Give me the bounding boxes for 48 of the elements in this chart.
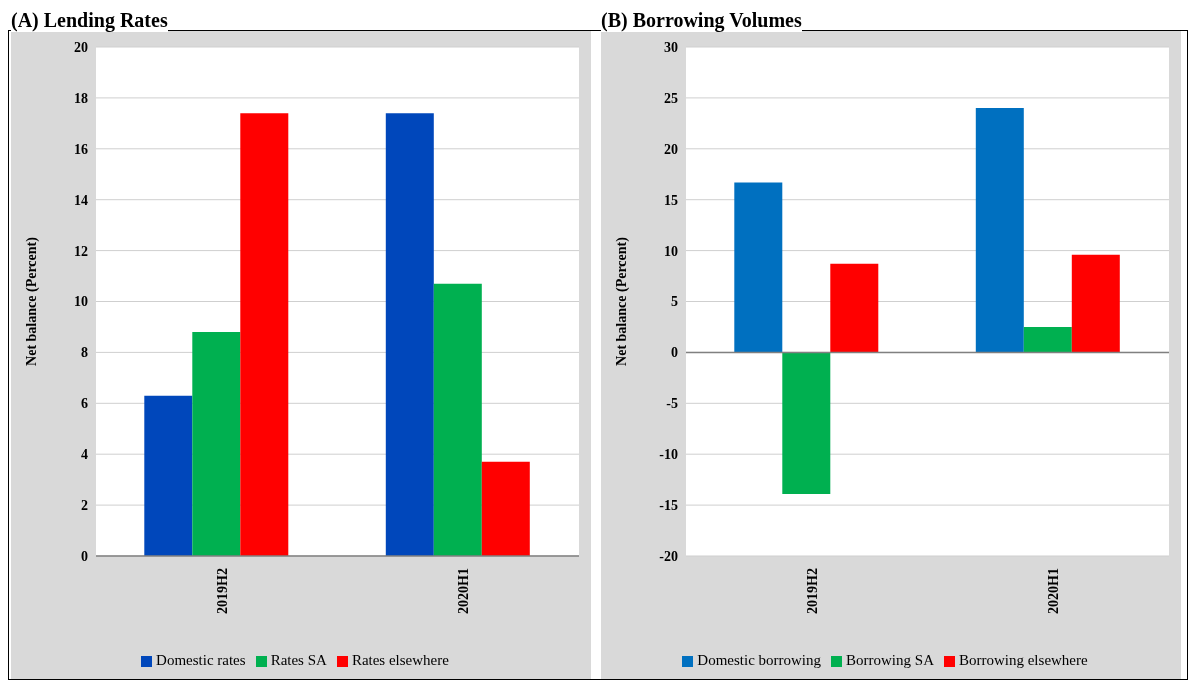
bar: [734, 182, 783, 353]
y-tick-label: 5: [671, 294, 678, 310]
bar: [385, 113, 434, 556]
bar: [192, 332, 241, 556]
y-tick-label: 4: [81, 447, 88, 463]
y-tick-label: 15: [664, 192, 678, 208]
y-tick-label: 10: [664, 243, 678, 259]
y-axis-title: Net balance (Percent): [613, 236, 630, 366]
y-tick-label: 20: [74, 39, 88, 55]
legend-label: Rates SA: [270, 652, 327, 668]
y-tick-label: 12: [74, 243, 88, 259]
y-tick-label: -5: [666, 396, 678, 412]
x-tick-label: 2020H1: [456, 568, 472, 614]
x-tick-label: 2020H1: [1046, 568, 1062, 614]
y-tick-label: -15: [659, 498, 678, 514]
y-tick-label: 8: [81, 345, 88, 361]
legend-label: Domestic rates: [156, 652, 246, 668]
bar: [1071, 254, 1120, 353]
bar: [975, 108, 1024, 353]
legend-label: Domestic borrowing: [697, 652, 822, 668]
chart-title: (A) Lending Rates: [11, 9, 168, 32]
y-tick-label: 2: [81, 498, 88, 514]
bar: [144, 395, 193, 556]
legend-label: Borrowing SA: [846, 652, 934, 668]
x-tick-label: 2019H2: [804, 568, 820, 614]
legend-label: Borrowing elsewhere: [958, 652, 1088, 668]
bar: [240, 113, 289, 556]
bar: [782, 352, 831, 494]
y-tick-label: 16: [74, 141, 88, 157]
y-tick-label: 14: [74, 192, 88, 208]
x-tick-label: 2019H2: [214, 568, 230, 614]
y-tick-label: 6: [81, 396, 88, 412]
y-tick-label: -20: [659, 548, 678, 564]
y-tick-label: 18: [74, 90, 88, 106]
legend-label: Rates elsewhere: [351, 652, 449, 668]
y-tick-label: 20: [664, 141, 678, 157]
y-tick-label: 30: [664, 39, 678, 55]
y-tick-label: 0: [81, 548, 88, 564]
y-tick-label: 10: [74, 294, 88, 310]
chart-title: (B) Borrowing Volumes: [601, 9, 802, 32]
bar: [830, 263, 879, 353]
bar: [433, 283, 482, 556]
y-tick-label: -10: [659, 447, 678, 463]
y-tick-label: 0: [671, 345, 678, 361]
y-axis-title: Net balance (Percent): [23, 236, 40, 366]
bar: [1023, 326, 1072, 353]
y-tick-label: 25: [664, 90, 678, 106]
bar: [481, 461, 530, 556]
